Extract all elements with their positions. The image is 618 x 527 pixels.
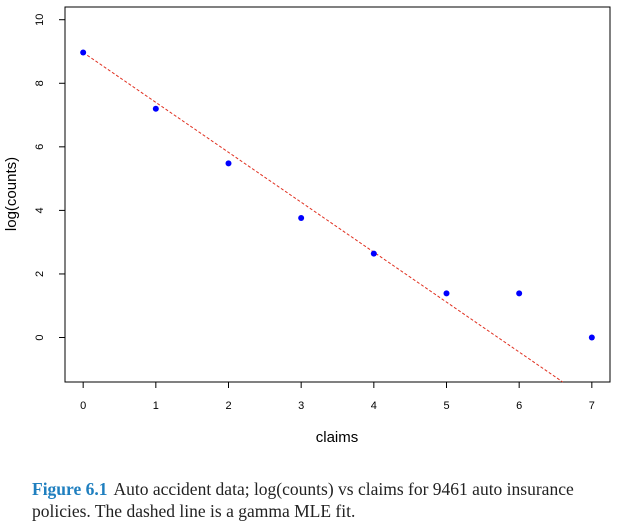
x-tick-label-1: 1: [153, 400, 159, 412]
figure-label: Figure 6.1: [32, 479, 108, 499]
x-axis-title: claims: [316, 429, 359, 446]
data-point-0: [80, 49, 87, 56]
gamma-fit-line: [82, 52, 564, 383]
figure-caption: Figure 6.1 Auto accident data; log(counts…: [32, 478, 602, 522]
y-axis-title: log(counts): [3, 157, 20, 231]
x-tick-label-0: 0: [80, 400, 86, 412]
plot-frame: [64, 6, 611, 383]
data-point-1: [152, 105, 159, 112]
x-tick-label-6: 6: [516, 400, 522, 412]
data-point-3: [298, 215, 305, 222]
points-layer: [80, 49, 595, 341]
y-tick-label-5: 10: [34, 14, 46, 26]
x-tick-label-4: 4: [371, 400, 377, 412]
x-tick-label-7: 7: [589, 400, 595, 412]
scatter-plot: 0 1 2 3 4 5 6 7 0 2 4 6 8 10 claims log(counts): [3, 6, 611, 446]
y-tick-label-2: 4: [34, 207, 46, 213]
x-axis: 0 1 2 3 4 5 6 7: [80, 382, 595, 412]
fit-line-layer: [82, 52, 564, 383]
y-axis: 0 2 4 6 8 10: [34, 14, 65, 341]
y-tick-label-0: 0: [34, 334, 46, 340]
y-tick-label-1: 2: [34, 271, 46, 277]
x-tick-label-5: 5: [443, 400, 449, 412]
x-tick-label-2: 2: [225, 400, 231, 412]
data-point-4: [370, 250, 377, 257]
data-point-5: [443, 290, 450, 297]
x-tick-label-3: 3: [298, 400, 304, 412]
data-point-6: [516, 290, 523, 297]
caption-text: Auto accident data; log(counts) vs claim…: [32, 479, 574, 521]
data-point-7: [588, 334, 595, 341]
data-point-2: [225, 160, 232, 167]
y-tick-label-4: 8: [34, 80, 46, 86]
y-tick-label-3: 6: [34, 144, 46, 150]
